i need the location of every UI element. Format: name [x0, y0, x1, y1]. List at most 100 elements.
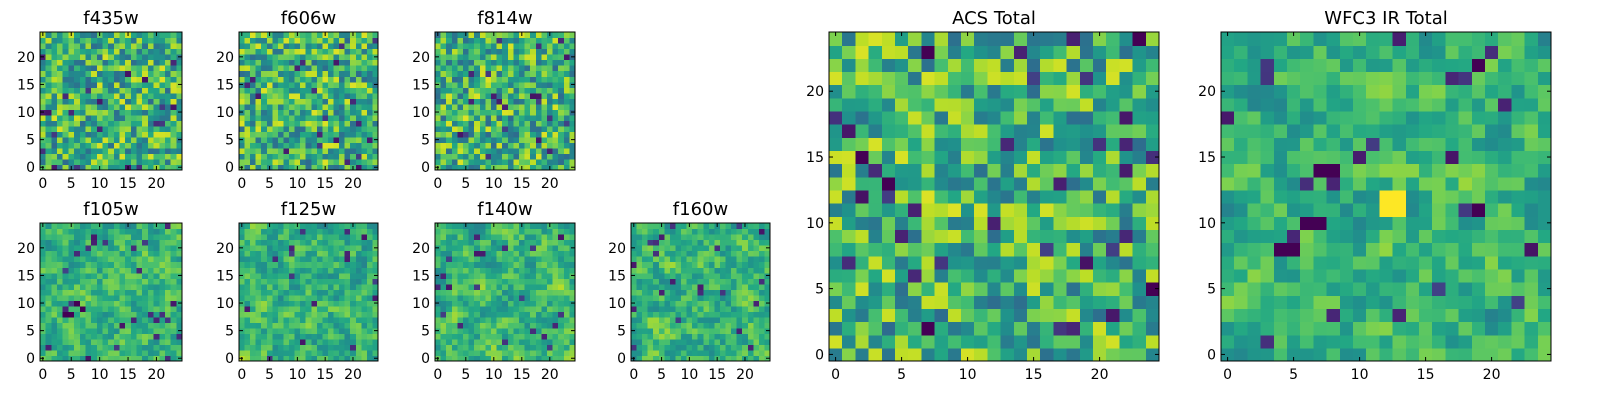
heatmap-cell	[79, 109, 87, 116]
heatmap-cell	[96, 43, 104, 50]
heatmap-cell	[881, 229, 896, 244]
heatmap-cell	[300, 70, 307, 77]
heatmap-cell	[333, 92, 340, 99]
heatmap-cell	[1000, 203, 1015, 217]
heatmap-cell	[681, 322, 688, 329]
heatmap-cell	[366, 142, 374, 149]
heatmap-cell	[440, 98, 447, 105]
heatmap-cell	[457, 59, 464, 66]
heatmap-cell	[664, 278, 671, 285]
y-tick-label: 15	[17, 268, 35, 284]
heatmap-cell	[530, 87, 537, 94]
heatmap-cell	[502, 234, 509, 241]
heatmap-cell	[344, 228, 351, 235]
heatmap-cell	[289, 338, 296, 346]
heatmap-cell	[239, 256, 246, 263]
heatmap-cell	[108, 256, 115, 263]
heatmap-cell	[435, 59, 442, 66]
heatmap-cell	[829, 189, 843, 204]
heatmap-cell	[333, 228, 340, 235]
heatmap-cell	[119, 76, 126, 83]
heatmap-cell	[68, 120, 75, 127]
heatmap-cell	[244, 158, 251, 166]
heatmap-cell	[502, 65, 509, 72]
heatmap-cell	[524, 153, 531, 160]
heatmap-cell	[1132, 216, 1147, 230]
heatmap-cell	[463, 98, 470, 105]
heatmap-cell	[1053, 347, 1068, 362]
heatmap-cell	[91, 48, 98, 55]
heatmap-cell	[921, 321, 936, 336]
heatmap-cell	[305, 131, 312, 138]
heatmap-cell	[333, 147, 340, 155]
heatmap-cell	[305, 289, 312, 296]
heatmap-cell	[283, 32, 290, 39]
heatmap-cell	[753, 294, 760, 301]
heatmap-cell	[463, 70, 470, 77]
heatmap-cell	[496, 344, 503, 351]
heatmap-cell	[468, 311, 475, 318]
heatmap-cell	[272, 278, 279, 285]
heatmap-cell	[524, 81, 531, 88]
heatmap-cell	[51, 344, 58, 351]
heatmap-cell	[159, 87, 166, 94]
heatmap-cell	[664, 355, 671, 362]
heatmap-cell	[102, 245, 109, 252]
heatmap-cell	[1106, 203, 1120, 217]
heatmap-cell	[119, 245, 126, 252]
heatmap-cell	[96, 322, 104, 329]
heatmap-cell	[294, 250, 301, 257]
heatmap-cell	[277, 305, 285, 312]
heatmap-cell	[40, 267, 47, 274]
heatmap-cell	[113, 76, 121, 83]
heatmap-cell	[355, 164, 362, 171]
heatmap-cell	[513, 349, 520, 357]
heatmap-cell	[361, 305, 368, 312]
heatmap-cell	[51, 70, 58, 77]
heatmap-cell	[1119, 268, 1134, 283]
heatmap-cell	[147, 43, 155, 50]
heatmap-cell	[457, 327, 464, 334]
heatmap-cell	[686, 278, 693, 285]
heatmap-cell	[558, 59, 565, 66]
heatmap-cell	[440, 305, 447, 312]
heatmap-cell	[136, 59, 143, 66]
heatmap-cell	[305, 76, 312, 83]
heatmap-cell	[277, 228, 285, 235]
heatmap-cell	[987, 321, 1002, 336]
heatmap-cell	[513, 125, 520, 132]
heatmap-cell	[669, 311, 677, 318]
heatmap-cell	[130, 245, 138, 252]
heatmap-cell	[731, 283, 738, 290]
heatmap-cell	[987, 176, 1002, 191]
heatmap-cell	[647, 316, 654, 323]
heatmap-cell	[507, 131, 514, 138]
heatmap-cell	[519, 256, 526, 263]
heatmap-cell	[552, 327, 559, 334]
heatmap-cell	[675, 305, 682, 312]
heatmap-cell	[102, 261, 109, 268]
heatmap-cell	[266, 65, 273, 72]
heatmap-cell	[446, 87, 453, 94]
x-tick-label: 10	[91, 367, 109, 383]
heatmap-cell	[519, 267, 526, 274]
heatmap-cell	[1119, 334, 1134, 349]
heatmap-cell	[485, 92, 492, 99]
heatmap-cell	[1000, 347, 1015, 362]
heatmap-cell	[541, 131, 548, 138]
heatmap-cell	[491, 349, 498, 357]
heatmap-cell	[239, 322, 246, 329]
heatmap-cell	[316, 338, 323, 346]
heatmap-cell	[159, 311, 166, 318]
heatmap-cell	[108, 125, 115, 132]
heatmap-cell	[153, 103, 160, 110]
heatmap-cell	[361, 278, 368, 285]
heatmap-cell	[125, 344, 132, 351]
heatmap-cell	[108, 147, 115, 155]
heatmap-cell	[344, 333, 351, 340]
heatmap-cell	[686, 283, 693, 290]
heatmap-cell	[463, 76, 470, 83]
heatmap-cell	[355, 228, 362, 235]
heatmap-cell	[558, 76, 565, 83]
heatmap-cell	[731, 278, 738, 285]
